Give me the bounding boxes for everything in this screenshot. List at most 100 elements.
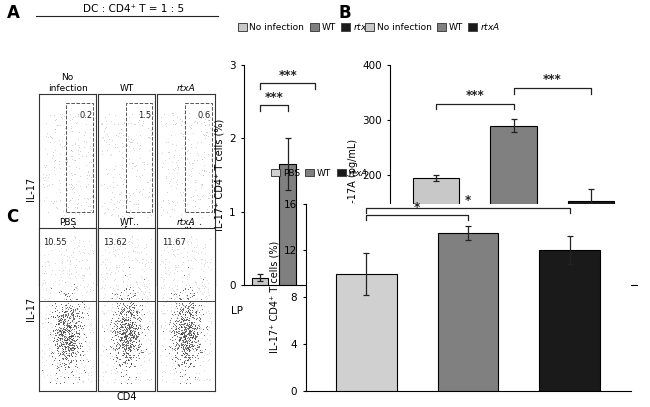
Point (124, 245, 135, 251)
Point (122, 255, 133, 261)
Point (185, 330, 195, 337)
Point (184, 242, 194, 248)
Point (60, 272, 70, 278)
Point (58, 268, 68, 274)
Point (177, 274, 188, 281)
Point (121, 319, 131, 326)
Point (64, 197, 75, 204)
Point (126, 239, 136, 246)
Point (185, 302, 195, 309)
Point (64, 334, 75, 340)
Point (73, 278, 83, 284)
Point (179, 264, 190, 270)
Point (129, 259, 139, 266)
Point (66, 268, 76, 274)
Point (189, 292, 200, 298)
Point (181, 155, 192, 162)
Point (185, 284, 195, 291)
Point (109, 166, 120, 172)
Point (57, 258, 67, 265)
Point (113, 311, 124, 317)
Point (124, 346, 135, 352)
Point (117, 327, 127, 333)
Point (165, 265, 176, 271)
Point (72, 334, 82, 340)
Point (37, 282, 47, 288)
Point (55, 151, 66, 157)
Point (155, 118, 166, 124)
Point (133, 278, 143, 284)
Point (66, 341, 77, 348)
Point (125, 347, 135, 354)
Point (169, 240, 179, 246)
Point (117, 318, 127, 325)
Point (171, 328, 181, 335)
Point (123, 254, 133, 260)
Point (120, 231, 131, 237)
Point (120, 316, 131, 323)
Point (64, 236, 74, 243)
Point (174, 343, 184, 349)
Point (119, 334, 129, 340)
Point (99, 342, 109, 349)
Point (190, 265, 201, 272)
Point (177, 289, 187, 296)
Point (143, 209, 153, 215)
Bar (252, 278, 268, 285)
Point (60, 337, 70, 343)
Point (185, 253, 196, 259)
Point (81, 172, 92, 179)
Point (196, 232, 206, 238)
Point (184, 265, 194, 272)
Point (70, 233, 81, 240)
Point (122, 267, 133, 273)
Point (174, 269, 185, 276)
Point (118, 267, 128, 274)
Point (97, 135, 107, 142)
Point (53, 240, 64, 247)
Point (128, 292, 138, 299)
Point (176, 331, 186, 337)
Point (174, 317, 184, 323)
Point (182, 258, 192, 265)
Point (112, 251, 123, 258)
Point (179, 303, 189, 309)
Point (172, 257, 183, 263)
Point (177, 247, 187, 253)
Point (60, 337, 71, 343)
Point (65, 359, 75, 366)
Point (70, 140, 81, 147)
Point (66, 351, 77, 357)
Point (68, 345, 79, 351)
Point (65, 239, 75, 246)
Point (170, 265, 180, 272)
Point (167, 336, 177, 343)
Point (127, 258, 137, 265)
Point (66, 312, 76, 318)
Point (43, 332, 53, 338)
Point (130, 330, 140, 337)
Point (120, 270, 130, 276)
Point (69, 346, 79, 352)
Point (178, 350, 188, 357)
Point (205, 339, 215, 346)
Point (66, 339, 77, 346)
Point (129, 330, 140, 336)
Point (50, 300, 60, 306)
Point (185, 322, 195, 329)
Point (112, 259, 123, 265)
Point (131, 338, 141, 345)
Point (180, 367, 190, 373)
Point (182, 276, 192, 282)
Point (101, 124, 112, 131)
Point (50, 332, 60, 339)
Point (109, 365, 120, 372)
Point (83, 172, 94, 179)
Point (181, 278, 192, 284)
Point (117, 252, 127, 258)
Point (70, 247, 80, 254)
Point (118, 181, 128, 188)
Point (190, 244, 201, 251)
Point (42, 183, 52, 189)
Point (174, 291, 185, 298)
